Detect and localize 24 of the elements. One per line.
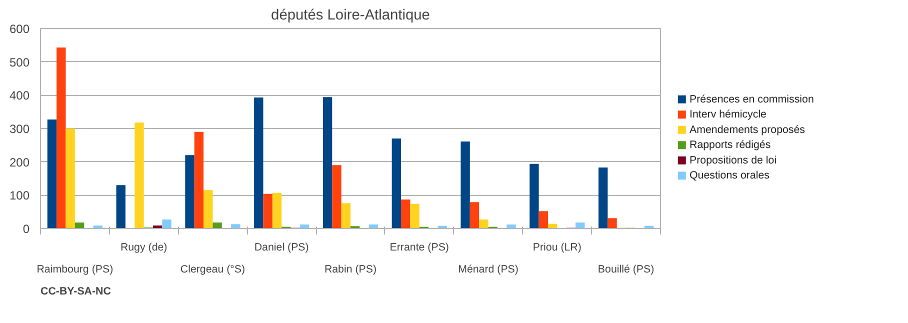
- x-tick-label: Bouillé (PS): [598, 264, 654, 276]
- legend-label: Questions orales: [690, 170, 770, 182]
- y-tick-label: 300: [9, 122, 30, 136]
- x-tick-label: Errante (PS): [390, 242, 449, 254]
- y-tick-label: 200: [9, 155, 30, 170]
- y-tick-label: 100: [9, 188, 30, 203]
- x-tick-label: Rabin (PS): [324, 264, 377, 276]
- text: CC-BY-SA-NC: [40, 286, 112, 298]
- x-tick-label: Daniel (PS): [254, 242, 309, 254]
- x-tick-label: Clergeau (°S): [180, 264, 246, 276]
- y-tick-label: 600: [9, 22, 30, 36]
- legend-label: Propositions de loi: [690, 154, 777, 166]
- legend-label: Présences en commission: [690, 93, 814, 106]
- legend-label: Rapports rédigés: [690, 139, 771, 152]
- x-tick-label: Raimbourg (PS): [36, 264, 114, 276]
- legend-label: Interv hémicycle: [690, 108, 767, 121]
- y-tick-label: 400: [9, 88, 30, 103]
- x-tick-label: Ménard (PS): [458, 264, 518, 276]
- y-tick-label: 0: [22, 222, 30, 236]
- y-tick-label: 500: [9, 55, 30, 70]
- legend-label: Amendements proposés: [690, 124, 806, 136]
- x-tick-label: Rugy (de): [120, 242, 168, 254]
- chart-title: députés Loire-Atlantique: [271, 8, 430, 24]
- x-tick-label: Priou (LR): [532, 242, 582, 254]
